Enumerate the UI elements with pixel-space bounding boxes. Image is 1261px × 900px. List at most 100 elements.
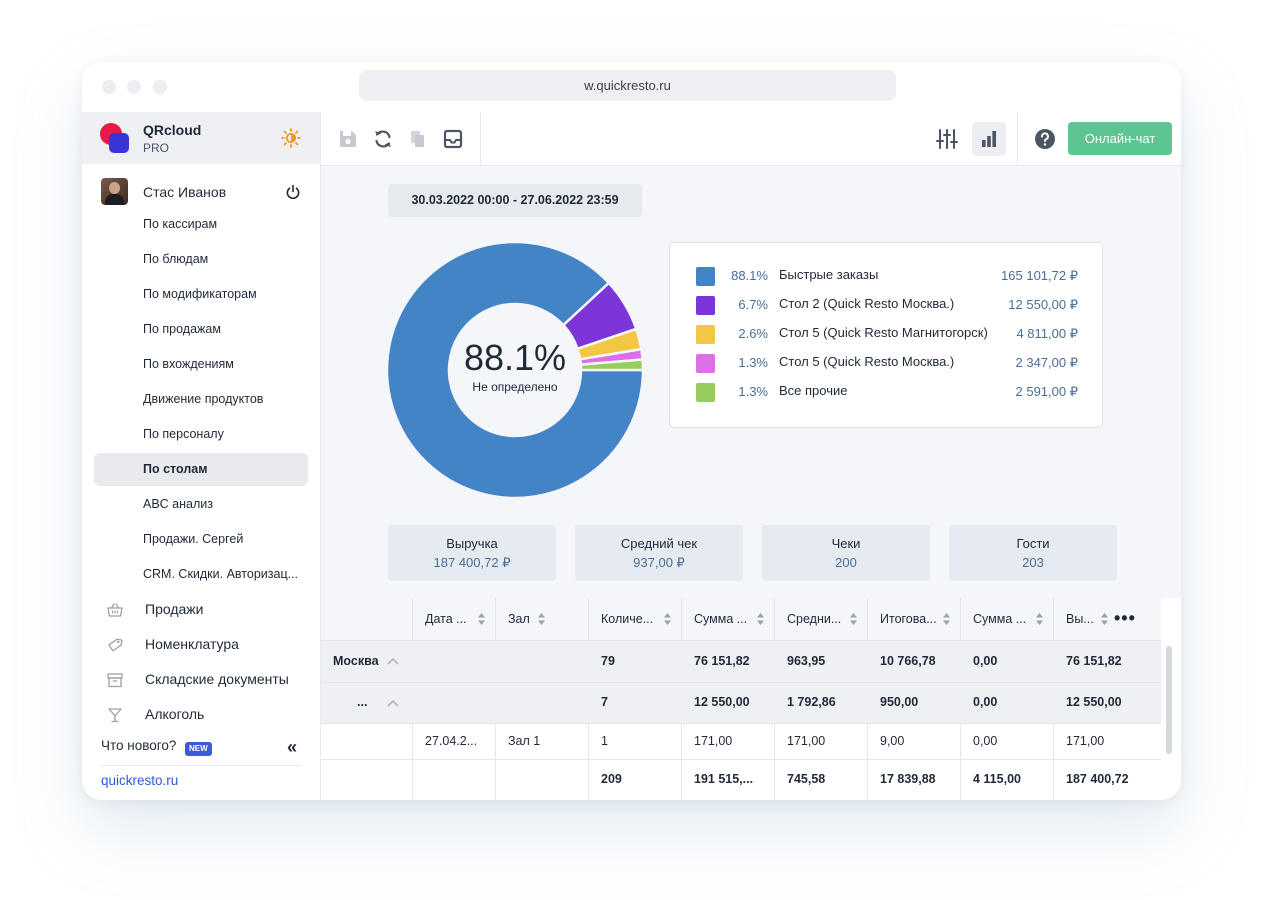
table-scrollbar[interactable] <box>1166 646 1172 754</box>
user-row: Стас Иванов <box>82 175 320 207</box>
period-selector[interactable]: 30.03.2022 00:00 - 27.06.2022 23:59 <box>388 184 642 217</box>
cocktail-icon <box>108 708 122 723</box>
col-header-average[interactable]: Средни... <box>775 598 868 640</box>
sidebar-section-sales-label: Продажи <box>145 601 204 617</box>
table-cell: Зал 1 <box>496 724 589 759</box>
legend-row[interactable]: 6.7% Стол 2 (Quick Resto Москва.) 12 550… <box>670 291 1104 320</box>
save-icon[interactable] <box>335 126 361 152</box>
table-cell: 745,58 <box>775 760 868 800</box>
legend-swatch <box>696 296 715 315</box>
col-header-label: Сумма ... <box>694 612 748 626</box>
refresh-icon[interactable] <box>370 126 396 152</box>
archive-icon <box>107 673 123 688</box>
table-cell <box>413 641 496 682</box>
kpi-checks: Чеки 200 <box>762 525 930 581</box>
legend-swatch <box>696 354 715 373</box>
table-cell: 963,95 <box>787 654 826 668</box>
table-cell: 187 400,72 <box>1066 772 1129 786</box>
kpi-value: 203 <box>1022 555 1044 570</box>
sidebar-item-cashiers[interactable]: По кассирам <box>143 217 218 231</box>
whats-new-link[interactable]: Что нового? <box>101 738 177 753</box>
col-header-quantity[interactable]: Количе... <box>589 598 682 640</box>
logout-power-icon[interactable] <box>285 184 301 200</box>
window-minimize-dot[interactable] <box>127 80 141 94</box>
sidebar-item-staff[interactable]: По персоналу <box>143 427 224 441</box>
table-row-group[interactable]: Москва 79 76 151,82 963,95 10 766,78 0,0… <box>321 641 1161 683</box>
group-name: Москва <box>333 654 379 668</box>
kpi-average-check: Средний чек 937,00 ₽ <box>575 525 743 581</box>
sidebar-section-sales[interactable]: Продажи <box>82 593 320 626</box>
filter-sliders-icon[interactable] <box>934 126 960 152</box>
address-bar[interactable]: w.quickresto.ru <box>359 70 896 101</box>
sidebar-section-nomenclature[interactable]: Номенклатура <box>82 628 320 661</box>
table-cell: 17 839,88 <box>868 760 961 800</box>
more-columns-icon[interactable]: ••• <box>1114 608 1136 628</box>
table-cell: 7 <box>601 695 608 709</box>
col-header-total[interactable]: Итогова... <box>868 598 961 640</box>
legend-row[interactable]: 1.3% Стол 5 (Quick Resto Москва.) 2 347,… <box>670 349 1104 378</box>
sidebar-item-tables[interactable]: По столам <box>94 453 308 486</box>
sidebar-item-sales-sergey[interactable]: Продажи. Сергей <box>143 532 244 546</box>
sidebar-item-occurrences[interactable]: По вхождениям <box>143 357 234 371</box>
col-header-label: Сумма ... <box>973 612 1027 626</box>
kpi-guests: Гости 203 <box>949 525 1117 581</box>
window-maximize-dot[interactable] <box>153 80 167 94</box>
table-cell: 950,00 <box>880 695 919 709</box>
table-cell <box>496 641 589 682</box>
col-header-discount-sum[interactable]: Сумма ... <box>961 598 1054 640</box>
table-cell: 191 515,... <box>682 760 775 800</box>
sidebar-item-crm-discounts[interactable]: CRM. Скидки. Авторизац... <box>143 567 299 581</box>
sidebar-item-sales[interactable]: По продажам <box>143 322 221 336</box>
legend-name: Стол 5 (Quick Resto Магнитогорск) <box>779 325 988 340</box>
legend-row[interactable]: 88.1% Быстрые заказы 165 101,72 ₽ <box>670 262 1104 291</box>
legend-name: Стол 2 (Quick Resto Москва.) <box>779 296 955 311</box>
col-header-hall[interactable]: Зал <box>496 598 589 640</box>
col-header-revenue[interactable]: Вы... <box>1054 598 1161 640</box>
table-cell: 12 550,00 <box>694 695 750 709</box>
legend-row[interactable]: 1.3% Все прочие 2 591,00 ₽ <box>670 378 1104 407</box>
table-row[interactable]: 27.04.2... Зал 1 1 171,00 171,00 9,00 0,… <box>321 724 1161 760</box>
kpi-label: Чеки <box>831 536 861 551</box>
table-cell: 171,00 <box>682 724 775 759</box>
table-cell: 9,00 <box>868 724 961 759</box>
donut-slice[interactable] <box>387 242 643 498</box>
brand-header[interactable]: QRcloud PRO <box>82 112 320 164</box>
chart-view-toggle[interactable] <box>972 122 1006 156</box>
donut-hole <box>450 305 580 435</box>
sidebar-section-warehouse-docs-label: Складские документы <box>145 671 289 687</box>
sidebar-item-modifiers[interactable]: По модификаторам <box>143 287 257 301</box>
avatar[interactable] <box>101 178 128 205</box>
collapse-sidebar-icon[interactable]: « <box>287 737 298 757</box>
col-header-sum[interactable]: Сумма ... <box>682 598 775 640</box>
legend-name: Все прочие <box>779 383 848 398</box>
legend-row[interactable]: 2.6% Стол 5 (Quick Resto Магнитогорск) 4… <box>670 320 1104 349</box>
donut-slice[interactable] <box>579 358 643 372</box>
kpi-value: 187 400,72 ₽ <box>433 555 511 570</box>
sidebar-section-warehouse-docs[interactable]: Складские документы <box>82 663 320 696</box>
table-cell: 0,00 <box>973 654 998 668</box>
chevron-up-icon[interactable] <box>387 699 399 707</box>
table-cell: 79 <box>601 654 615 668</box>
col-header-date[interactable]: Дата ... <box>413 598 496 640</box>
window-close-dot[interactable] <box>102 80 116 94</box>
site-link[interactable]: quickresto.ru <box>101 773 179 788</box>
theme-toggle-sun-icon[interactable] <box>281 128 301 148</box>
inbox-icon[interactable] <box>440 126 466 152</box>
legend-percent: 1.3% <box>738 384 768 399</box>
table-row-subgroup[interactable]: ... 7 12 550,00 1 792,86 950,00 0,00 12 … <box>321 683 1161 724</box>
col-header-label: Количе... <box>601 612 654 626</box>
table-cell <box>321 760 413 800</box>
kpi-value: 937,00 ₽ <box>633 555 685 570</box>
help-icon[interactable] <box>1032 126 1058 152</box>
online-chat-button[interactable]: Онлайн-чат <box>1068 122 1172 155</box>
sort-icon <box>943 613 950 625</box>
legend-swatch <box>696 325 715 344</box>
sidebar-section-alcohol[interactable]: Алкоголь <box>82 698 320 731</box>
sidebar-item-product-movement[interactable]: Движение продуктов <box>143 392 264 406</box>
table-cell <box>321 724 413 759</box>
sidebar-item-abc-analysis[interactable]: ABC анализ <box>143 497 213 511</box>
donut-center-label: Не определено <box>472 380 558 394</box>
sidebar-item-dishes[interactable]: По блюдам <box>143 252 209 266</box>
copy-icon[interactable] <box>405 126 431 152</box>
chevron-up-icon[interactable] <box>387 657 399 665</box>
